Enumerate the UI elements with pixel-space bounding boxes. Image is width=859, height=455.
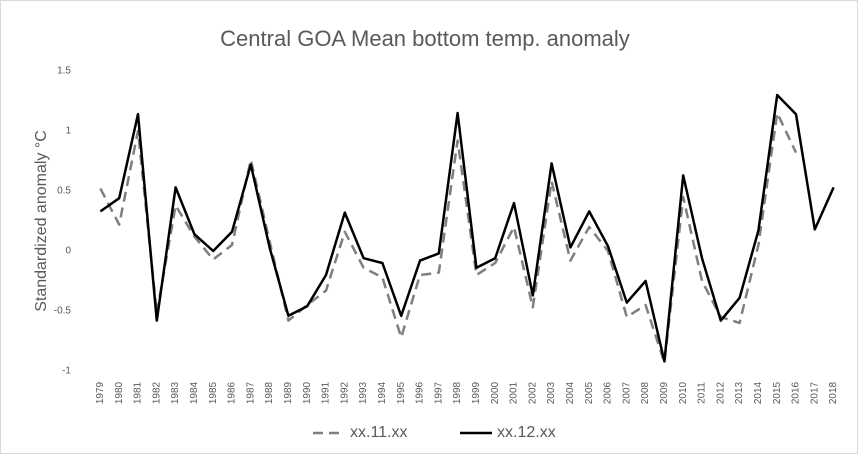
x-tick-label: 2008 xyxy=(640,381,651,404)
y-axis-label: Standardized anomaly °C xyxy=(33,130,50,312)
x-tick-label: 2005 xyxy=(584,381,595,404)
x-tick-label: 1988 xyxy=(264,381,275,404)
x-tick-label: 1998 xyxy=(452,381,463,404)
x-tick-label: 2016 xyxy=(791,381,802,404)
x-tick-label: 1987 xyxy=(245,381,256,404)
x-tick-label: 1992 xyxy=(339,381,350,404)
x-tick-label: 1989 xyxy=(283,381,294,404)
x-tick-label: 1999 xyxy=(471,381,482,404)
x-tick-label: 1994 xyxy=(377,381,388,404)
x-tick-label: 1986 xyxy=(227,381,238,404)
x-tick-label: 2018 xyxy=(828,381,839,404)
x-tick-label: 2001 xyxy=(509,381,520,404)
y-tick-label: 1 xyxy=(65,126,71,137)
x-tick-label: 2009 xyxy=(659,381,670,404)
x-tick-label: 2011 xyxy=(697,382,708,404)
legend-label: xx.11.xx xyxy=(350,424,408,441)
x-tick-label: 1984 xyxy=(189,381,200,404)
x-tick-label: 1980 xyxy=(114,381,125,404)
y-tick-label: -0.5 xyxy=(54,306,72,317)
x-tick-label: 2003 xyxy=(546,381,557,404)
x-tick-label: 2010 xyxy=(678,381,689,404)
x-tick-label: 2006 xyxy=(603,381,614,404)
x-tick-label: 2015 xyxy=(772,381,783,404)
legend-label: xx.12.xx xyxy=(497,424,556,441)
x-tick-label: 1979 xyxy=(95,381,106,404)
y-tick-label: -1 xyxy=(62,366,71,377)
y-tick-label: 1.5 xyxy=(57,66,71,77)
x-tick-label: 1997 xyxy=(433,381,444,404)
x-tick-label: 2004 xyxy=(565,381,576,404)
y-tick-label: 0.5 xyxy=(57,186,71,197)
chart-title: Central GOA Mean bottom temp. anomaly xyxy=(220,26,630,51)
x-tick-label: 1995 xyxy=(396,381,407,404)
x-tick-label: 2012 xyxy=(715,381,726,404)
x-tick-label: 2013 xyxy=(734,381,745,404)
x-tick-label: 2007 xyxy=(621,381,632,404)
x-tick-label: 1991 xyxy=(321,381,332,404)
x-tick-label: 1993 xyxy=(358,381,369,404)
x-tick-label: 1996 xyxy=(415,381,426,404)
x-tick-label: 1990 xyxy=(302,381,313,404)
x-tick-label: 2002 xyxy=(527,381,538,404)
x-tick-label: 2014 xyxy=(753,381,764,404)
x-tick-label: 1985 xyxy=(208,381,219,404)
x-tick-label: 1982 xyxy=(151,381,162,404)
x-tick-label: 2017 xyxy=(809,381,820,404)
x-tick-label: 1981 xyxy=(133,381,144,404)
y-tick-label: 0 xyxy=(65,246,71,257)
x-tick-label: 1983 xyxy=(170,381,181,404)
x-tick-label: 2000 xyxy=(490,381,501,404)
series-line xyxy=(99,111,798,364)
series-line xyxy=(99,93,835,363)
